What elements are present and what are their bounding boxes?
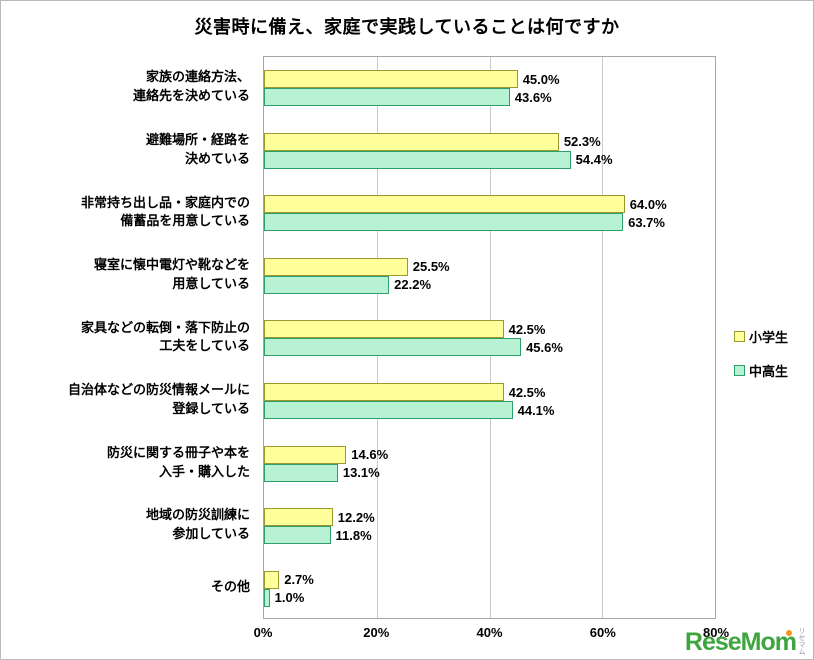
- legend-label: 中高生: [749, 364, 789, 379]
- x-tick-label: 40%: [476, 625, 503, 640]
- value-label: 44.1%: [517, 402, 555, 418]
- bar-小学生: [264, 132, 559, 151]
- category-label: 防災に関する冊子や本を 入手・購入した: [106, 444, 250, 479]
- bar-row: 54.4%: [264, 150, 715, 169]
- value-label: 13.1%: [342, 465, 380, 481]
- bar-小学生: [264, 445, 347, 464]
- value-label: 42.5%: [508, 384, 546, 400]
- bar-group: 2.7% 1.0%: [264, 557, 715, 620]
- bar-row: 44.1%: [264, 401, 715, 420]
- bar-row: 45.6%: [264, 338, 715, 357]
- legend: 小学生 中高生: [734, 327, 788, 395]
- bar-group: 14.6% 13.1%: [264, 432, 715, 495]
- legend-item: 中高生: [734, 361, 788, 380]
- bar-row: 14.6%: [264, 445, 715, 464]
- value-label: 42.5%: [508, 321, 546, 337]
- watermark-subtext: リセマム: [798, 627, 805, 655]
- bar-row: 42.5%: [264, 320, 715, 339]
- bar-中高生: [264, 526, 331, 545]
- legend-item: 小学生: [734, 327, 788, 346]
- value-label: 54.4%: [575, 152, 613, 168]
- bar-小学生: [264, 570, 280, 589]
- watermark-text: ReseMom: [684, 628, 797, 656]
- bar-row: 13.1%: [264, 463, 715, 482]
- value-label: 25.5%: [412, 259, 450, 275]
- bar-group: 42.5% 44.1%: [264, 370, 715, 433]
- bar-row: 42.5%: [264, 383, 715, 402]
- value-label: 11.8%: [335, 527, 372, 543]
- value-label: 52.3%: [563, 134, 601, 150]
- bar-row: 1.0%: [264, 588, 715, 607]
- value-label: 63.7%: [628, 214, 665, 230]
- category-axis: 家族の連絡方法、 連絡先を決めている避難場所・経路を 決めている非常持ち出し品・…: [1, 56, 257, 619]
- bar-row: 25.5%: [264, 257, 715, 276]
- category-label: 避難場所・経路を 決めている: [145, 131, 250, 166]
- bar-中高生: [264, 401, 513, 420]
- x-tick-label: 20%: [363, 625, 390, 640]
- bar-row: 12.2%: [264, 508, 715, 527]
- bar-group: 25.5% 22.2%: [264, 245, 715, 308]
- plot-area: 45.0% 43.6% 52.3% 54.4% 64.0% 63.7% 25.5% 22.2%…: [263, 56, 716, 619]
- legend-swatch: [734, 331, 745, 342]
- bar-group: 42.5% 45.6%: [264, 307, 715, 370]
- legend-swatch: [734, 365, 745, 376]
- gridline: [602, 57, 604, 618]
- bar-中高生: [264, 338, 522, 357]
- bar-row: 52.3%: [264, 132, 715, 151]
- value-label: 1.0%: [274, 590, 305, 606]
- category-label: 非常持ち出し品・家庭内での 備蓄品を用意している: [80, 194, 250, 229]
- bar-row: 11.8%: [264, 526, 715, 545]
- chart-title: 災害時に備え、家庭で実践していることは何ですか: [194, 17, 620, 37]
- bar-小学生: [264, 383, 504, 402]
- value-label: 2.7%: [284, 572, 314, 588]
- bar-group: 45.0% 43.6%: [264, 57, 715, 120]
- category-label: その他: [210, 579, 250, 595]
- value-label: 22.2%: [394, 277, 432, 293]
- bar-row: 22.2%: [264, 275, 715, 294]
- x-tick-label: 80%: [702, 625, 730, 640]
- category-label: 地域の防災訓練に 参加している: [145, 507, 250, 542]
- bar-row: 2.7%: [264, 570, 715, 589]
- bar-小学生: [264, 195, 625, 214]
- category-label: 寝室に懐中電灯や靴などを 用意している: [93, 257, 250, 291]
- value-label: 64.0%: [629, 196, 667, 212]
- bar-小学生: [264, 320, 504, 339]
- watermark: ReseMom リセマム: [685, 627, 805, 655]
- x-tick-label: 0%: [253, 625, 273, 640]
- bar-group: 52.3% 54.4%: [264, 120, 715, 183]
- category-label: 家族の連絡方法、 連絡先を決めている: [132, 69, 250, 104]
- bar-中高生: [264, 213, 624, 232]
- value-label: 12.2%: [337, 509, 375, 525]
- bar-中高生: [264, 463, 338, 482]
- bar-小学生: [264, 70, 518, 89]
- bar-小学生: [264, 257, 408, 276]
- x-axis: 0% 20% 40% 60% 80%: [254, 625, 729, 641]
- category-label: 自治体などの防災情報メールに 登録している: [67, 382, 250, 417]
- legend-label: 小学生: [749, 330, 789, 345]
- bar-row: 43.6%: [264, 88, 715, 107]
- bar-row: 45.0%: [264, 70, 715, 89]
- watermark-dot-icon: [786, 630, 792, 636]
- value-label: 45.6%: [526, 339, 563, 355]
- bar-小学生: [264, 508, 333, 527]
- category-label: 家具などの転倒・落下防止の 工夫をしている: [80, 319, 250, 354]
- bar-中高生: [264, 588, 270, 607]
- value-label: 14.6%: [351, 447, 389, 463]
- bar-row: 63.7%: [264, 213, 715, 232]
- bar-中高生: [264, 275, 390, 294]
- bar-group: 12.2% 11.8%: [264, 495, 715, 558]
- bar-中高生: [264, 88, 510, 107]
- value-label: 43.6%: [514, 89, 552, 105]
- value-label: 45.0%: [522, 71, 560, 87]
- bar-group: 64.0% 63.7%: [264, 182, 715, 245]
- bar-row: 64.0%: [264, 195, 715, 214]
- x-tick-label: 60%: [589, 625, 616, 640]
- bar-中高生: [264, 150, 571, 169]
